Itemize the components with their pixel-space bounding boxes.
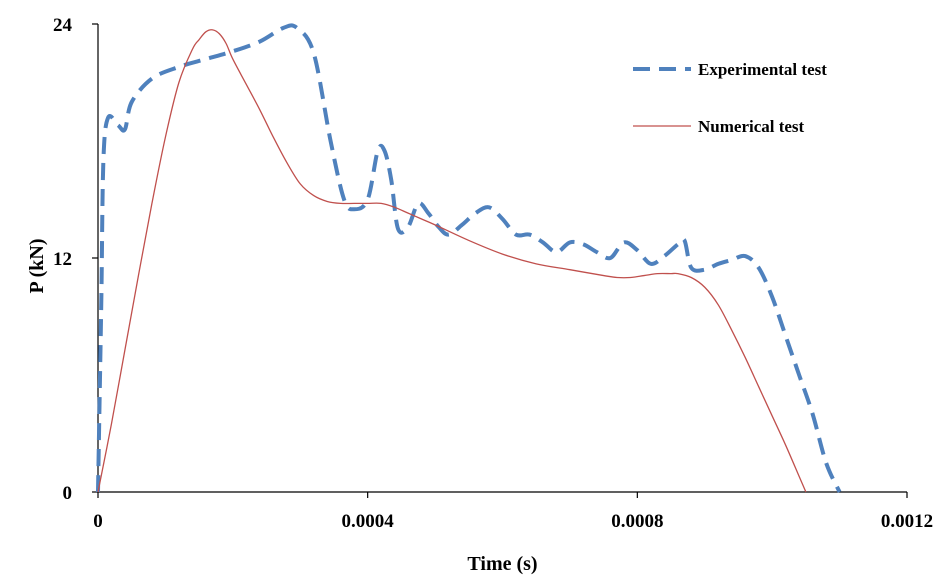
x-axis-title: Time (s) — [467, 553, 537, 575]
series-numerical-line — [97, 29, 807, 493]
x-tick-label: 0 — [93, 511, 103, 532]
x-tick-label: 0.0004 — [342, 511, 395, 532]
axes — [97, 24, 907, 493]
legend-label-experimental: Experimental test — [698, 60, 827, 79]
series-experimental-line — [96, 23, 842, 493]
y-tick-label: 12 — [53, 249, 72, 270]
y-axis-title: P (kN) — [26, 239, 48, 294]
series-layer — [96, 23, 842, 493]
y-tick-label: 0 — [63, 483, 73, 504]
y-tick-label: 24 — [53, 15, 73, 36]
legend: Experimental test Numerical test — [633, 60, 827, 136]
x-tick-label: 0.0008 — [611, 511, 663, 532]
legend-label-numerical: Numerical test — [698, 117, 805, 136]
ticks: 0 0.0004 0.0008 0.0012 0 12 24 — [53, 15, 933, 532]
x-tick-label: 0.0012 — [881, 511, 933, 532]
